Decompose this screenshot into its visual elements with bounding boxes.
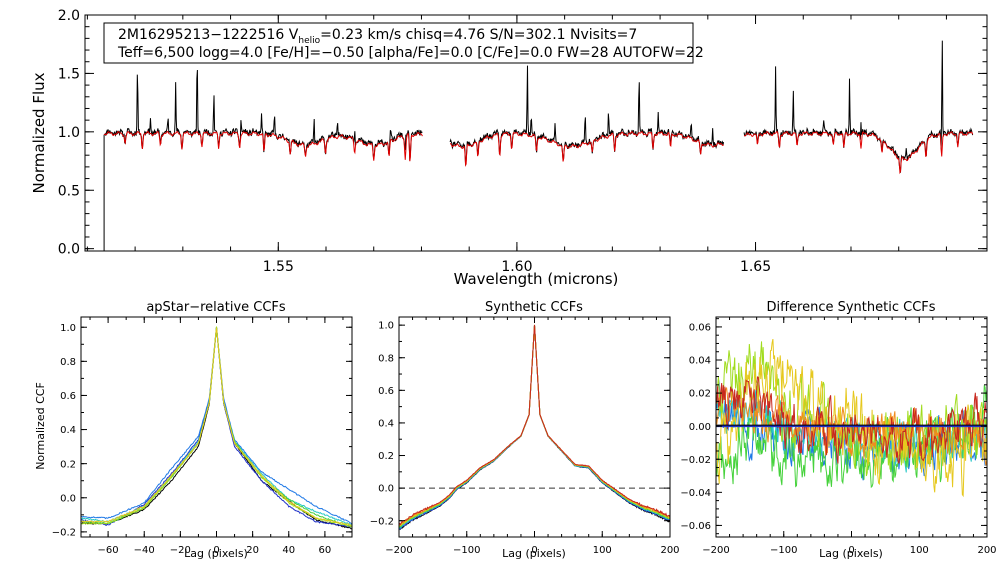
- synthetic-ccf-line-visit-4: [399, 325, 670, 529]
- apstar-ticks: −60 −40 −20 0 20 40 60 −0.2 0.0 0.2 0.4 0.6 0.8 1.0: [52, 317, 352, 556]
- apstar-ccf-panel: −60 −40 −20 0 20 40 60 −0.2 0.0 0.2 0.4 0.6 0.8 1.0 a…: [34, 300, 353, 560]
- y-tick-label: 0.0: [60, 493, 76, 504]
- difference-ticks: −200 −100 0 100 200 −0.06 −0.04 −0.02 0.00 0.02 0.…: [680, 317, 997, 556]
- x-tick-label: 40: [282, 545, 295, 556]
- apstar-ccf-line-visit-3: [81, 327, 352, 525]
- spectrum-info-box: [103, 22, 694, 64]
- y-tick-label: 0.0: [378, 484, 394, 495]
- y-tick-label: 1.5: [58, 66, 80, 82]
- x-tick-label: 0: [848, 545, 854, 556]
- model-spectrum-chip-3: [743, 130, 974, 175]
- x-tick-label: 100: [910, 545, 929, 556]
- info-line-1-subscript: helio: [298, 36, 320, 46]
- apstar-x-axis-label: Lag (pixels): [184, 547, 248, 560]
- y-tick-label: −0.02: [680, 455, 711, 466]
- y-tick-label: 0.06: [689, 323, 711, 334]
- spectrum-info-line-2: Teff=6,500 logg=4.0 [Fe/H]=−0.50 [alpha/…: [117, 45, 704, 61]
- x-tick-label: −60: [98, 545, 119, 556]
- y-tick-label: 0.8: [60, 357, 76, 368]
- x-tick-label: 0: [531, 545, 537, 556]
- synthetic-ccf-series: [399, 324, 670, 531]
- spectrum-x-axis-label: Wavelength (microns): [454, 270, 619, 288]
- y-tick-label: −0.2: [370, 516, 394, 527]
- y-tick-label: −0.06: [680, 521, 711, 532]
- spectrum-info-line-1: 2M16295213−1222516 Vhelio=0.23 km/s chis…: [118, 27, 637, 46]
- apstar-ccf-line-visit-1: [81, 327, 352, 530]
- y-tick-label: 1.0: [58, 125, 80, 141]
- y-tick-label: 0.0: [58, 242, 80, 258]
- spectrum-ticks: 1.55 1.60 1.65 0.0 0.5 1.0 1.5 2.0: [58, 8, 987, 275]
- y-tick-label: 0.2: [60, 459, 76, 470]
- x-tick-label: 200: [660, 545, 679, 556]
- synthetic-ccf-title: Synthetic CCFs: [485, 300, 583, 315]
- y-tick-label: −0.2: [52, 527, 76, 538]
- apstar-axes-frame: [80, 316, 353, 538]
- observed-spectrum-chip-3: [743, 40, 974, 173]
- y-tick-label: 0.2: [378, 451, 394, 462]
- x-tick-label: 200: [977, 545, 996, 556]
- x-tick-label: −100: [770, 545, 797, 556]
- synthetic-ccf-line-visit-7: [399, 324, 670, 527]
- difference-ccf-panel: −200 −100 0 100 200 −0.06 −0.04 −0.02 0.00 0.02 0.…: [680, 300, 996, 560]
- y-tick-label: 0.00: [689, 422, 711, 433]
- x-tick-label: 1.65: [740, 259, 771, 275]
- apstar-ccf-title: apStar−relative CCFs: [146, 300, 286, 315]
- model-spectrum-chip-1: [103, 130, 423, 162]
- y-tick-label: 2.0: [58, 8, 80, 24]
- x-tick-label: 20: [246, 545, 259, 556]
- info-line-1-values: =0.23 km/s chisq=4.76 S/N=302.1 Nvisits=…: [320, 27, 637, 43]
- model-spectrum-chip-2: [449, 131, 724, 168]
- observed-spectrum-chip-2: [449, 65, 725, 166]
- y-tick-label: 0.8: [378, 353, 394, 364]
- apstar-ccf-line-visit-2: [81, 327, 352, 528]
- x-tick-label: 0: [213, 545, 219, 556]
- spectrum-axes-frame: [84, 14, 988, 252]
- apstar-ccf-line-visit-4: [81, 326, 352, 526]
- x-tick-label: −200: [385, 545, 412, 556]
- x-tick-label: 1.60: [501, 259, 532, 275]
- y-tick-label: 1.0: [378, 321, 394, 332]
- y-tick-label: 0.4: [378, 419, 394, 430]
- observed-spectrum-chip-1: [103, 69, 423, 251]
- spectrum-panel: 1.55 1.60 1.65 0.0 0.5 1.0 1.5 2.0 2M16295213−1…: [30, 8, 988, 288]
- apstar-ccf-line-visit-5: [81, 326, 352, 528]
- x-tick-label: −40: [134, 545, 155, 556]
- apstar-ccf-line-visit-7: [81, 327, 352, 526]
- synthetic-ccf-line-visit-9: [399, 324, 670, 526]
- apstar-ccf-line-visit-6: [81, 326, 352, 527]
- synthetic-ccf-line-visit-5: [399, 324, 670, 528]
- apstar-ccf-series: [81, 326, 352, 530]
- difference-x-axis-label: Lag (pixels): [819, 547, 883, 560]
- synthetic-ticks: −200 −100 0 100 200 −0.2 0.0 0.2 0.4 0.6 0.8 1.0: [370, 317, 680, 556]
- apstar-y-axis-label: Normalized CCF: [34, 382, 47, 470]
- x-tick-label: 60: [319, 545, 332, 556]
- info-line-1-star: 2M16295213−1222516 V: [118, 27, 299, 43]
- synthetic-ccf-line-visit-3: [399, 325, 670, 530]
- difference-ccf-line-visit-9: [716, 376, 987, 464]
- difference-ccf-series: [716, 338, 987, 498]
- synthetic-ccf-line-visit-6: [399, 325, 670, 527]
- spectrum-y-axis-label: Normalized Flux: [30, 72, 48, 193]
- y-tick-label: −0.04: [680, 488, 711, 499]
- synthetic-ccf-panel: −200 −100 0 100 200 −0.2 0.0 0.2 0.4 0.6 0.8 1.0 Sy…: [370, 300, 680, 560]
- x-tick-label: −100: [453, 545, 480, 556]
- synthetic-ccf-line-visit-8: [399, 325, 670, 526]
- y-tick-label: 1.0: [60, 323, 76, 334]
- y-tick-label: 0.02: [689, 389, 711, 400]
- x-tick-label: −200: [702, 545, 729, 556]
- x-tick-label: 100: [593, 545, 612, 556]
- spectrum-series: [103, 40, 974, 251]
- x-tick-label: −20: [170, 545, 191, 556]
- y-tick-label: 0.6: [378, 386, 394, 397]
- y-tick-label: 0.5: [58, 183, 80, 199]
- synthetic-x-axis-label: Lag (pixels): [502, 547, 566, 560]
- x-tick-label: 1.55: [263, 259, 294, 275]
- y-tick-label: 0.4: [60, 425, 76, 436]
- y-tick-label: 0.04: [689, 356, 711, 367]
- difference-ccf-title: Difference Synthetic CCFs: [766, 300, 935, 315]
- y-tick-label: 0.6: [60, 391, 76, 402]
